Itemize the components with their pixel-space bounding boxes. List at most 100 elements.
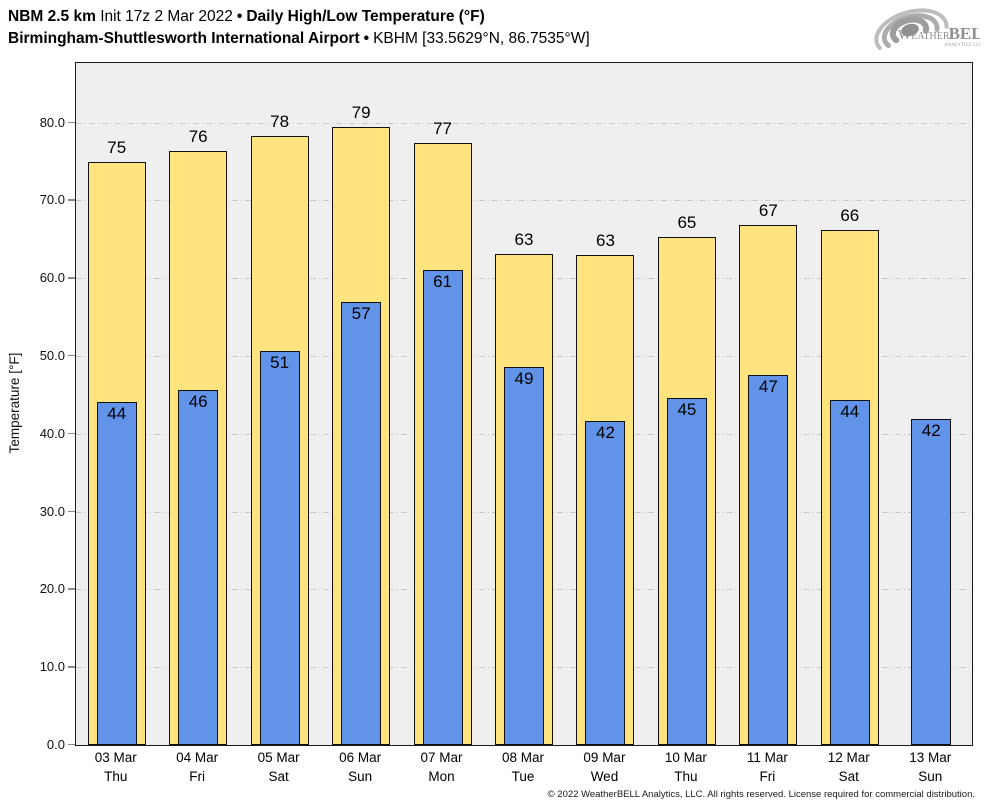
x-label-day: Sat [268, 769, 289, 784]
bar-high-label: 66 [840, 205, 860, 225]
x-label-date: 11 Mar [746, 750, 788, 765]
bar-low [748, 375, 789, 745]
logo-analytics-llc: ANALYTICS LLC [944, 43, 980, 48]
gridline-70 [76, 200, 972, 202]
x-tick-label-10-mar: 10 Mar Thu [645, 748, 726, 786]
bar-high-label: 67 [758, 201, 778, 221]
station-id: KBHM [33.5629°N, 86.7535°W] [373, 30, 590, 47]
svg-text:WEATHERBELL: WEATHERBELL [898, 24, 980, 43]
y-tick-mark-10 [68, 666, 75, 668]
bar-low-label: 44 [107, 403, 127, 423]
x-label-date: 03 Mar [94, 750, 137, 765]
bar-low-label: 45 [677, 400, 697, 419]
bar-low [96, 401, 137, 745]
bar-low-label: 51 [270, 353, 290, 373]
x-label-day: Sun [918, 769, 943, 784]
logo-bell: BELL [949, 24, 980, 43]
gridline-80 [76, 122, 972, 124]
x-tick-label-06-mar: 06 Mar Sun [319, 748, 400, 786]
bar-low [829, 399, 870, 745]
model-name: NBM 2.5 km [8, 8, 96, 25]
bar-low-label: 42 [921, 421, 941, 441]
y-tick-mark-80 [68, 121, 75, 123]
x-tick-label-07-mar: 07 Mar Mon [401, 748, 482, 786]
x-label-date: 08 Mar [501, 750, 544, 765]
y-tick-mark-20 [68, 588, 75, 590]
y-tick-label-50: 50.0 [39, 348, 65, 363]
x-label-date: 06 Mar [339, 750, 382, 765]
x-label-day: Mon [428, 769, 455, 784]
chart-subtitle: Birmingham-Shuttlesworth International A… [8, 28, 590, 49]
x-tick-label-09-mar: 09 Mar Wed [564, 748, 645, 786]
x-label-day: Sat [838, 769, 859, 784]
copyright-notice: © 2022 WeatherBELL Analytics, LLC. All r… [547, 789, 975, 800]
bar-low-label: 44 [840, 401, 860, 421]
x-label-day: Fri [759, 769, 776, 784]
x-tick-label-08-mar: 08 Mar Tue [482, 748, 563, 786]
bar-high-label: 77 [433, 118, 452, 138]
x-label-date: 10 Mar [664, 750, 707, 765]
y-tick-mark-70 [68, 199, 75, 201]
x-label-date: 07 Mar [420, 750, 463, 765]
x-label-day: Fri [189, 769, 206, 784]
product-name: Daily High/Low Temperature (°F) [246, 8, 485, 25]
bar-high-label: 63 [514, 230, 534, 250]
logo-weather-rest: EATHER [911, 31, 950, 42]
bar-low-label: 47 [758, 377, 778, 397]
bar-low-label: 42 [595, 422, 615, 442]
weatherbell-swirl-icon [874, 8, 949, 51]
station-name: Birmingham-Shuttlesworth International A… [8, 30, 360, 47]
y-tick-label-70: 70.0 [39, 192, 65, 208]
x-label-date: 04 Mar [176, 750, 219, 765]
x-label-date: 12 Mar [827, 750, 870, 765]
x-label-date: 09 Mar [583, 750, 626, 765]
x-label-day: Thu [674, 769, 698, 784]
bar-low-label: 49 [514, 368, 534, 388]
x-label-day: Tue [511, 769, 535, 784]
bar-low [585, 420, 626, 745]
subtitle-separator: • [363, 30, 370, 47]
x-tick-label-12-mar: 12 Mar Sat [808, 748, 889, 786]
bar-high-label: 76 [188, 126, 208, 146]
plot-area: 75 44 76 46 78 51 79 57 77 61 63 49 63 42 65 45 67 47 66 44… [75, 62, 973, 746]
y-tick-mark-0 [68, 744, 75, 746]
y-tick-mark-40 [68, 432, 75, 435]
y-tick-mark-30 [68, 510, 75, 512]
x-label-day: Wed [590, 769, 619, 784]
y-tick-mark-50 [68, 355, 75, 357]
y-tick-label-10: 10.0 [39, 659, 65, 675]
bar-low [504, 366, 544, 745]
weatherbell-logo: WEATHERBELL ANALYTICS LLC [874, 8, 980, 51]
logo-weather-initial: W [898, 28, 912, 43]
bar-high-label: 75 [107, 137, 127, 157]
x-tick-label-11-mar: 11 Mar Fri [727, 748, 808, 786]
bar-low [341, 301, 382, 745]
bar-low [178, 390, 219, 745]
bar-low-label: 57 [351, 303, 371, 323]
title-separator: • [236, 8, 243, 25]
y-tick-mark-60 [68, 277, 75, 279]
x-tick-label-03-mar: 03 Mar Thu [75, 748, 156, 786]
y-tick-label-60: 60.0 [39, 270, 65, 286]
bar-low [259, 351, 300, 745]
bar-low [911, 419, 952, 745]
bar-high-label: 63 [595, 230, 615, 250]
y-tick-label-0: 0.0 [46, 737, 65, 752]
x-label-day: Sun [348, 769, 373, 784]
init-time: Init 17z 2 Mar 2022 [100, 8, 233, 25]
x-tick-label-05-mar: 05 Mar Sat [238, 748, 319, 786]
x-label-date: 05 Mar [257, 750, 300, 765]
y-tick-label-40: 40.0 [39, 425, 65, 441]
x-tick-label-04-mar: 04 Mar Fri [156, 748, 237, 786]
bar-high-label: 79 [351, 103, 371, 123]
bar-high-label: 78 [270, 111, 290, 131]
bar-low [666, 398, 707, 745]
x-tick-label-13-mar: 13 Mar Sun [890, 748, 971, 786]
y-tick-label-80: 80.0 [39, 114, 65, 130]
bar-low-label: 61 [433, 272, 452, 292]
y-tick-label-30: 30.0 [39, 503, 65, 519]
y-tick-label-20: 20.0 [39, 581, 65, 597]
bar-high-label: 65 [677, 212, 697, 232]
bar-low-label: 46 [188, 392, 208, 412]
